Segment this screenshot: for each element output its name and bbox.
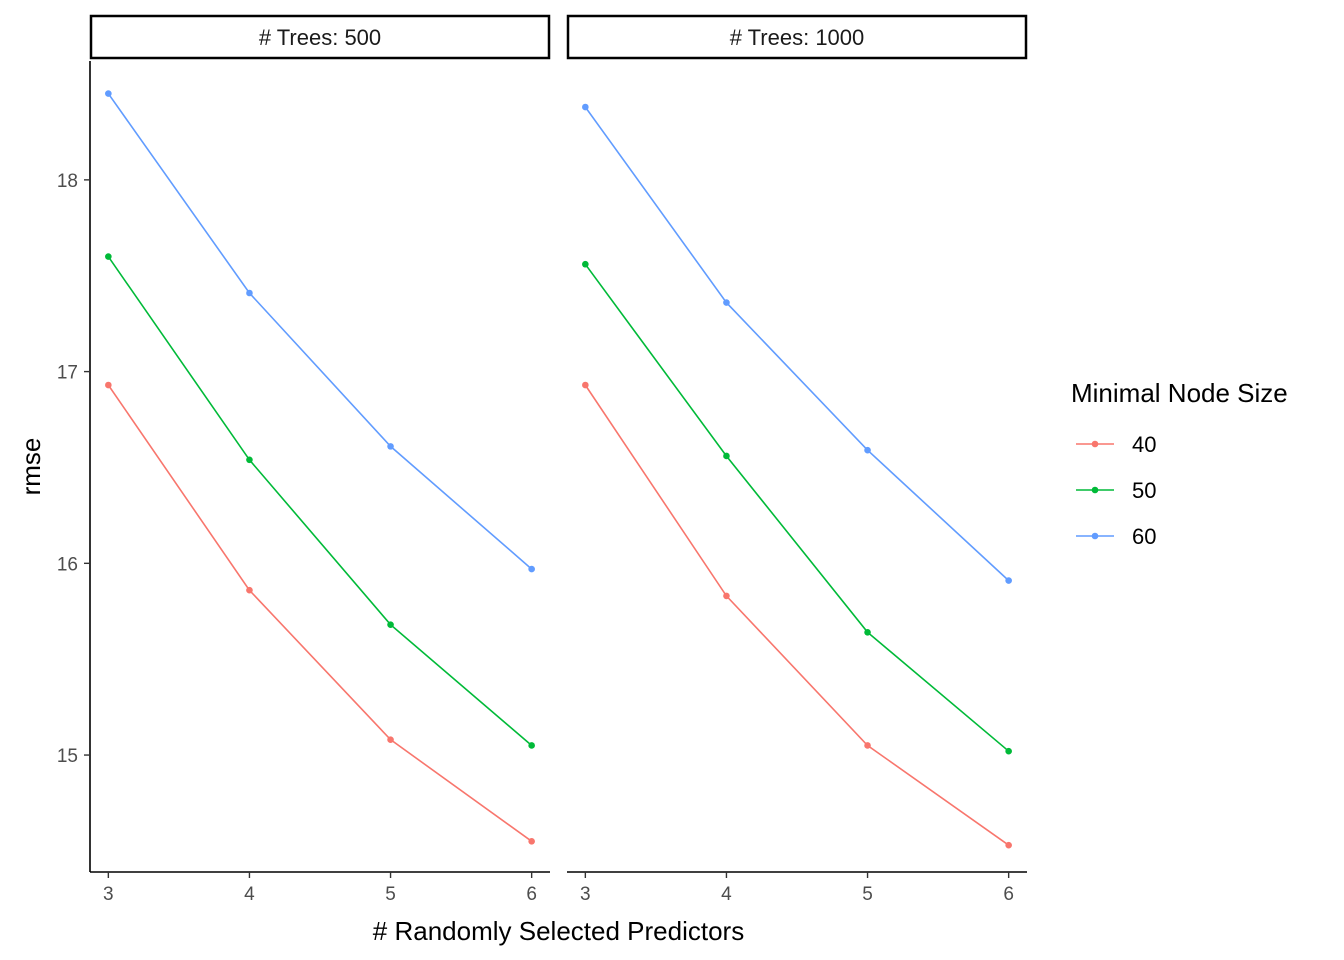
data-point-40 — [528, 838, 535, 845]
x-axis-title: # Randomly Selected Predictors — [373, 916, 744, 946]
y-tick-label: 18 — [57, 171, 78, 192]
data-point-50 — [528, 742, 535, 749]
legend-label-60: 60 — [1132, 524, 1156, 549]
series-line-50 — [107, 256, 533, 747]
facet-strip-1000 — [566, 14, 1028, 60]
y-tick-label: 16 — [57, 554, 78, 575]
facet-strip-label-1000: # Trees: 1000 — [730, 25, 865, 50]
data-point-40 — [582, 381, 589, 389]
data-point-60 — [387, 443, 394, 450]
legend-key-point-50 — [1091, 486, 1099, 494]
data-point-60 — [582, 103, 589, 111]
facet-strip-500 — [89, 14, 551, 60]
data-point-40 — [864, 742, 871, 749]
y-tick-label: 17 — [57, 363, 78, 384]
data-point-60 — [723, 299, 730, 306]
x-tick-label: 5 — [862, 884, 873, 905]
data-point-50 — [864, 629, 871, 636]
y-tick-label: 15 — [57, 746, 78, 767]
data-point-50 — [723, 452, 730, 460]
data-point-60 — [246, 289, 253, 297]
series-line-40 — [584, 384, 1010, 846]
data-point-40 — [723, 592, 730, 600]
x-tick-label: 5 — [385, 884, 396, 905]
legend-label-50: 50 — [1132, 478, 1156, 503]
x-tick-label: 4 — [721, 884, 732, 905]
data-point-40 — [105, 381, 112, 389]
data-point-50 — [105, 253, 112, 260]
series-line-60 — [584, 106, 1010, 582]
data-point-50 — [246, 456, 253, 464]
x-tick-label: 4 — [244, 884, 255, 905]
series-line-60 — [107, 93, 533, 570]
data-point-60 — [1005, 577, 1012, 584]
data-point-60 — [528, 565, 535, 573]
data-point-40 — [246, 586, 253, 594]
legend-key-point-60 — [1091, 532, 1099, 540]
data-point-60 — [864, 446, 871, 454]
legend-key-point-40 — [1091, 440, 1099, 448]
data-point-40 — [387, 736, 394, 744]
facet-strip-label-500: # Trees: 500 — [259, 25, 381, 50]
legend-label-40: 40 — [1132, 432, 1156, 457]
legend-title: Minimal Node Size — [1071, 378, 1288, 408]
data-point-50 — [582, 260, 589, 268]
data-point-60 — [105, 90, 112, 97]
x-tick-label: 3 — [103, 884, 114, 905]
x-tick-label: 6 — [526, 884, 537, 905]
x-tick-label: 6 — [1003, 884, 1014, 905]
x-tick-label: 3 — [580, 884, 591, 905]
data-point-50 — [387, 621, 394, 628]
series-line-50 — [584, 263, 1010, 752]
series-line-40 — [107, 384, 533, 842]
y-axis-title: rmse — [16, 438, 46, 496]
data-point-50 — [1005, 747, 1012, 755]
data-point-40 — [1005, 841, 1012, 849]
